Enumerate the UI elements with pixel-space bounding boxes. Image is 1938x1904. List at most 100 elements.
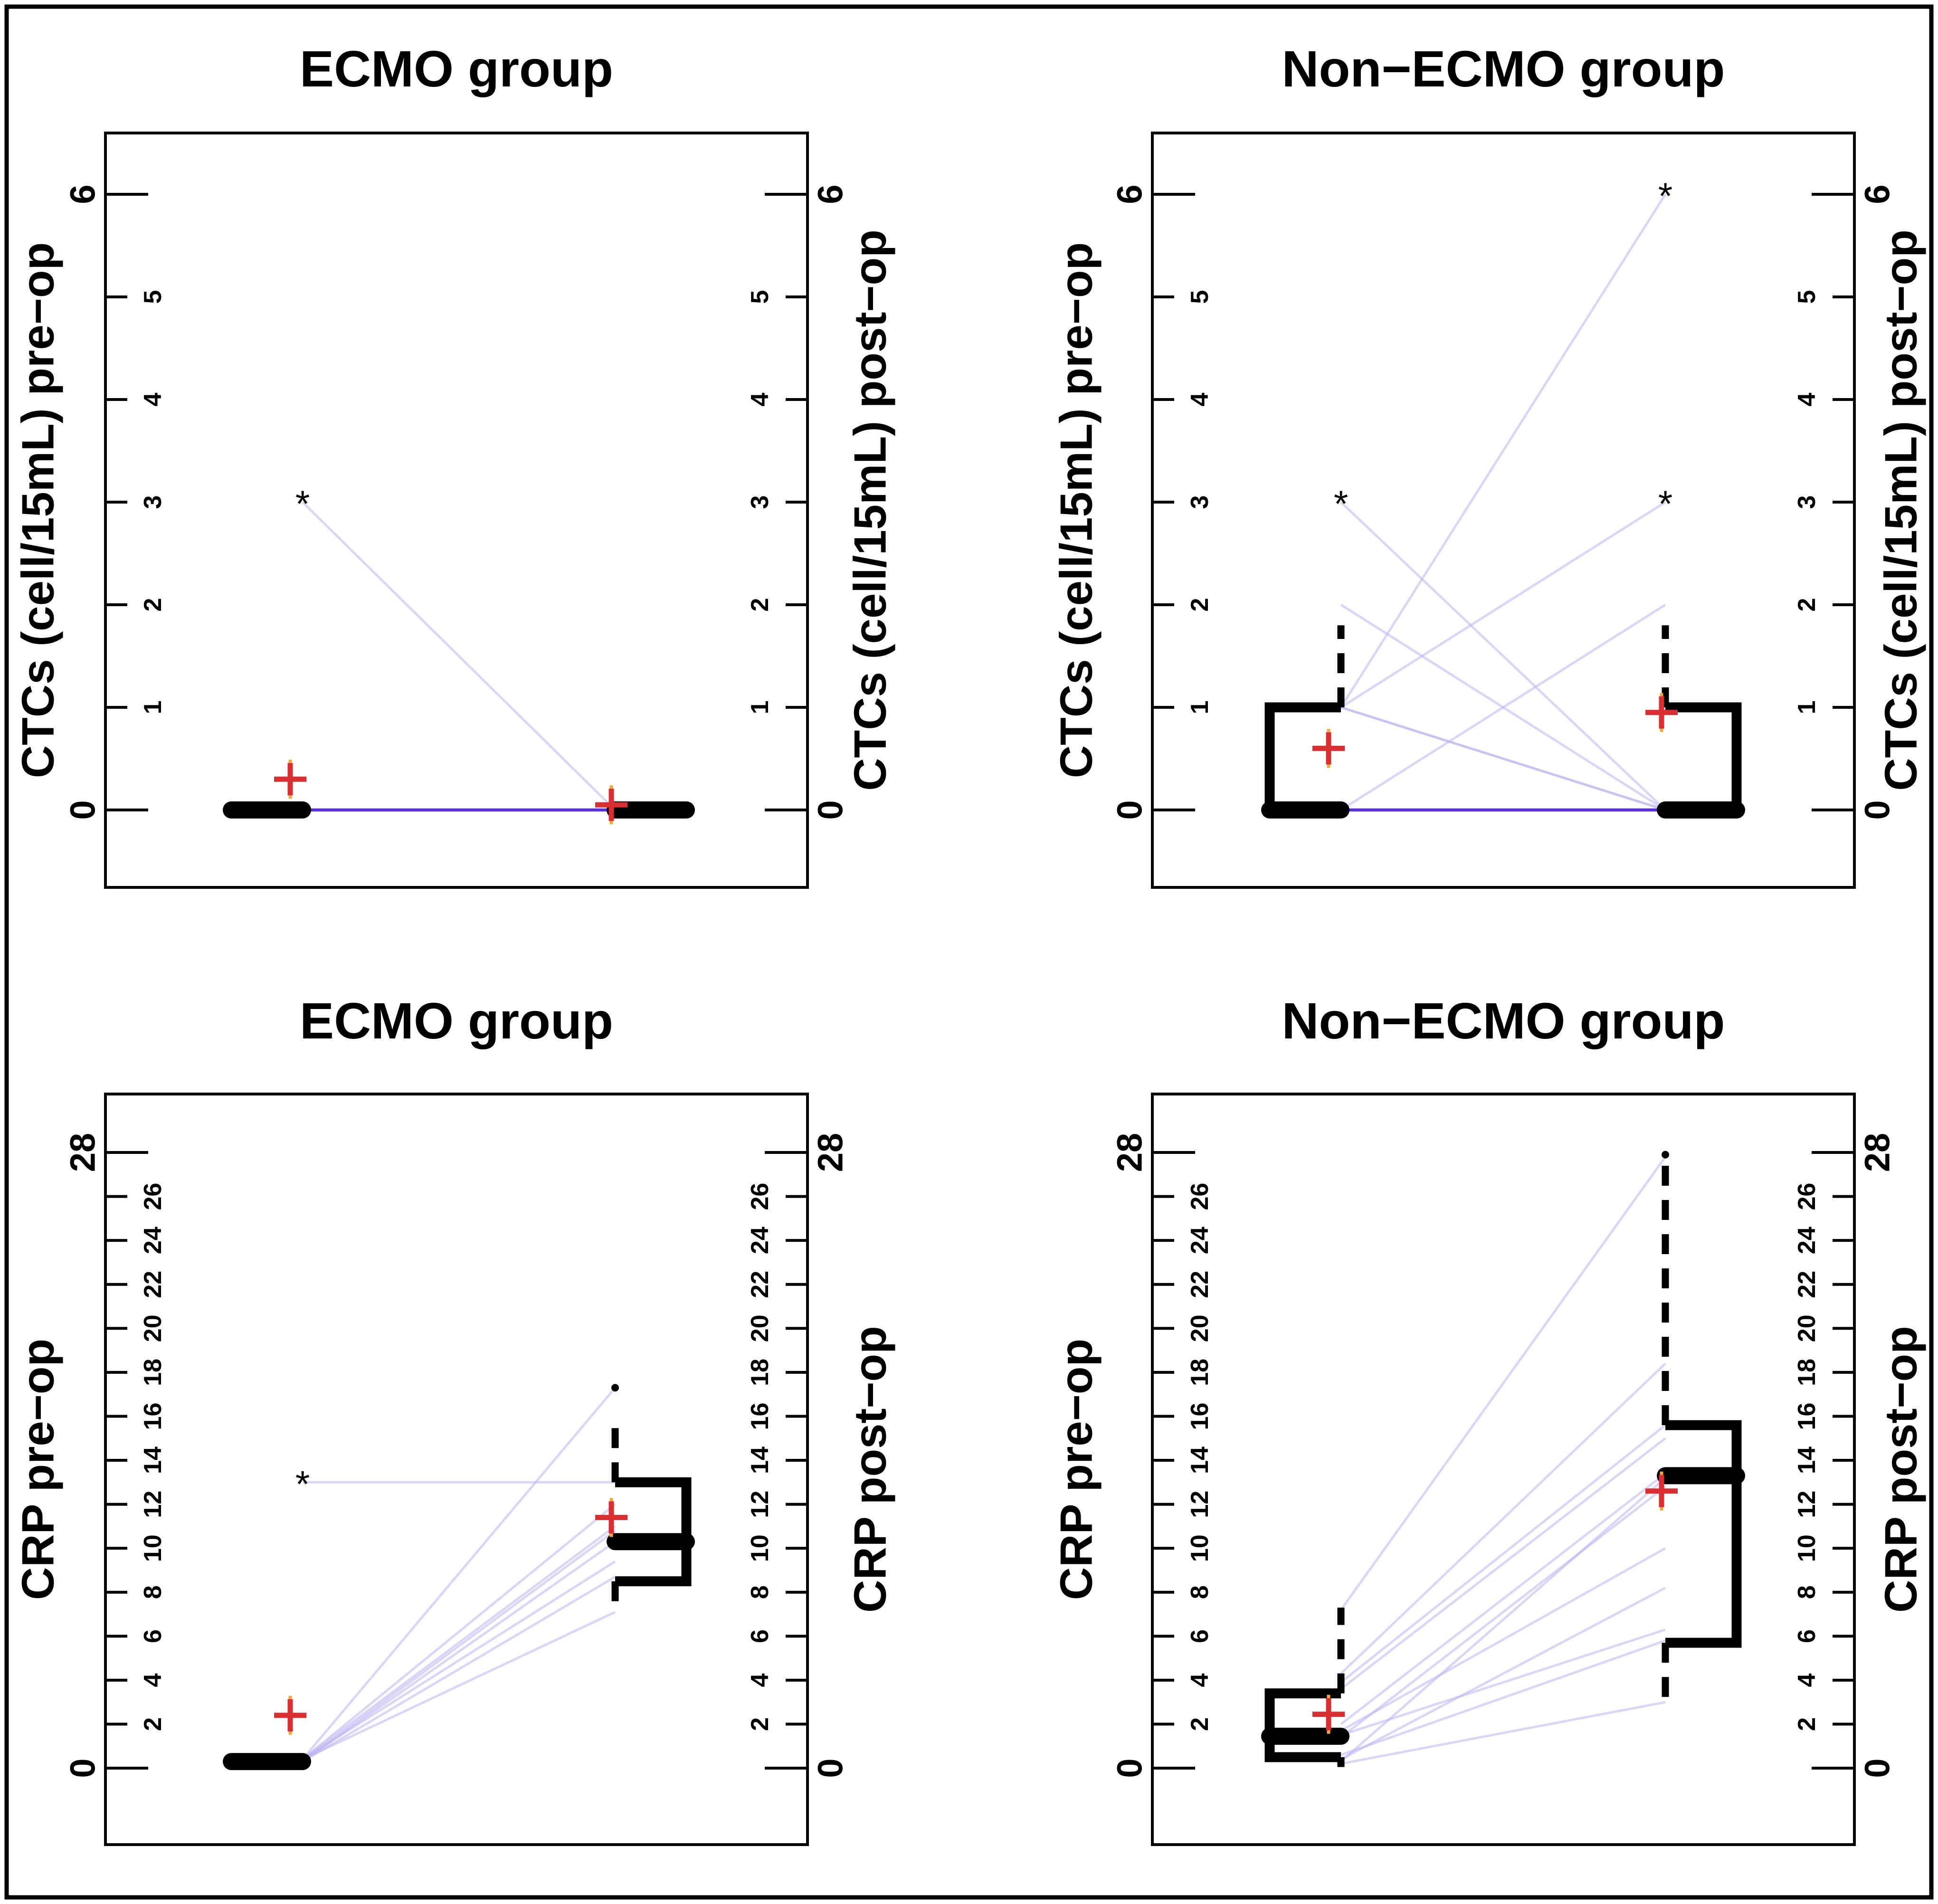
pair-line — [1340, 1587, 1666, 1761]
left-minor-tick-label: 12 — [139, 1491, 167, 1518]
panel-title: Non−ECMO group — [1282, 992, 1725, 1049]
left-minor-tick-label: 16 — [1186, 1403, 1214, 1430]
pair-line — [1340, 603, 1666, 811]
right-minor-tick-label: 4 — [746, 1673, 774, 1687]
left-minor-tick-label: 1 — [1186, 701, 1214, 714]
pair-line — [1340, 1437, 1666, 1690]
boxplot-pre-op: * — [223, 483, 311, 819]
right-major-tick-label: 28 — [1858, 1133, 1897, 1172]
right-minor-tick-label: 1 — [1793, 701, 1821, 714]
left-major-tick-label: 28 — [1110, 1133, 1150, 1172]
right-axis-title: CTCs (cell/15mL) post−op — [845, 229, 896, 791]
left-major-tick-label: 6 — [1110, 184, 1150, 204]
right-major-tick-label: 6 — [1858, 184, 1897, 204]
pair-line — [1340, 1547, 1666, 1732]
pair-line — [1340, 1362, 1666, 1675]
right-axis-title: CRP post−op — [1876, 1326, 1927, 1613]
right-minor-tick-label: 20 — [1793, 1314, 1821, 1342]
left-axis-title: CRP pre−op — [1051, 1339, 1102, 1600]
left-major-tick-label: 6 — [63, 184, 103, 204]
left-major-tick-label: 0 — [63, 1758, 103, 1778]
pair-lines — [302, 501, 616, 812]
right-major-tick-label: 0 — [1858, 800, 1897, 819]
right-minor-tick-label: 2 — [746, 1717, 774, 1731]
left-major-tick-label: 28 — [63, 1133, 103, 1172]
left-minor-tick-label: 4 — [139, 392, 167, 406]
left-minor-tick-label: 14 — [1186, 1447, 1214, 1474]
right-axis-title: CTCs (cell/15mL) post−op — [1876, 229, 1927, 791]
right-minor-tick-label: 8 — [746, 1585, 774, 1599]
pair-line — [302, 1503, 616, 1761]
left-minor-tick-label: 20 — [139, 1314, 167, 1342]
boxplot-post-op — [595, 785, 695, 825]
pair-lines — [302, 1387, 616, 1763]
outlier-star: * — [1658, 175, 1672, 217]
plot-box — [1151, 132, 1856, 889]
left-minor-tick-label: 22 — [139, 1271, 167, 1298]
pair-line — [302, 1611, 616, 1761]
pair-line — [1340, 1639, 1666, 1756]
pair-line — [302, 1576, 616, 1763]
right-minor-tick-label: 4 — [1793, 392, 1821, 406]
left-minor-tick-label: 2 — [139, 1717, 167, 1731]
right-minor-tick-label: 12 — [746, 1491, 774, 1518]
left-minor-tick-label: 3 — [139, 495, 167, 509]
pair-lines — [1340, 193, 1667, 812]
right-minor-tick-label: 2 — [1793, 598, 1821, 612]
right-minor-tick-label: 22 — [1793, 1271, 1821, 1298]
plot-box — [1151, 1093, 1856, 1846]
left-minor-tick-label: 22 — [1186, 1271, 1214, 1298]
left-minor-tick-label: 5 — [1186, 290, 1214, 304]
pair-line — [1340, 1485, 1666, 1739]
right-minor-tick-label: 1 — [746, 701, 774, 714]
boxplot-pre-op: * — [223, 1463, 311, 1771]
left-minor-tick-label: 3 — [1186, 495, 1214, 509]
left-minor-tick-label: 2 — [1186, 598, 1214, 612]
right-minor-tick-label: 18 — [746, 1359, 774, 1386]
pair-line — [1340, 501, 1666, 709]
left-minor-tick-label: 10 — [1186, 1534, 1214, 1562]
left-minor-tick-label: 6 — [139, 1629, 167, 1643]
right-minor-tick-label: 10 — [1793, 1534, 1821, 1562]
right-minor-tick-label: 10 — [746, 1534, 774, 1562]
right-minor-tick-label: 16 — [1793, 1403, 1821, 1430]
left-minor-tick-label: 14 — [139, 1447, 167, 1474]
pair-line — [1340, 706, 1666, 811]
left-minor-tick-label: 18 — [1186, 1359, 1214, 1386]
boxplot-post-op — [595, 1384, 695, 1612]
left-minor-tick-label: 16 — [139, 1403, 167, 1430]
left-minor-tick-label: 4 — [1186, 392, 1214, 406]
left-major-tick-label: 0 — [1110, 1758, 1150, 1778]
left-minor-tick-label: 4 — [139, 1673, 167, 1687]
outlier-dot — [1662, 1151, 1669, 1159]
box-bracket — [1264, 1688, 1341, 1762]
left-axis-title: CTCs (cell/15mL) pre−op — [1051, 242, 1102, 778]
right-minor-tick-label: 20 — [746, 1314, 774, 1342]
right-minor-tick-label: 14 — [746, 1447, 774, 1474]
left-minor-tick-label: 1 — [139, 701, 167, 714]
panel-crp-non-ecmo: Non−ECMO group0282468101214161820222426C… — [1051, 992, 1927, 1846]
right-minor-tick-label: 8 — [1793, 1585, 1821, 1599]
left-major-tick-label: 0 — [63, 800, 103, 819]
right-axis-title: CRP post−op — [845, 1326, 896, 1613]
pair-line — [1340, 1628, 1666, 1736]
left-minor-tick-label: 8 — [139, 1585, 167, 1599]
pair-line — [1340, 1477, 1666, 1762]
right-minor-tick-label: 6 — [746, 1629, 774, 1643]
left-minor-tick-label: 12 — [1186, 1491, 1214, 1518]
pair-line — [302, 1387, 616, 1761]
right-minor-tick-label: 12 — [1793, 1491, 1821, 1518]
right-minor-tick-label: 2 — [1793, 1717, 1821, 1731]
pair-line — [1340, 1156, 1667, 1611]
pair-line — [1340, 1472, 1666, 1725]
right-minor-tick-label: 4 — [1793, 1673, 1821, 1687]
right-minor-tick-label: 22 — [746, 1271, 774, 1298]
right-minor-tick-label: 18 — [1793, 1359, 1821, 1386]
pair-line — [1340, 1424, 1666, 1684]
right-minor-tick-label: 5 — [1793, 290, 1821, 304]
left-axis-title: CTCs (cell/15mL) pre−op — [13, 242, 64, 778]
left-minor-tick-label: 6 — [1186, 1629, 1214, 1643]
